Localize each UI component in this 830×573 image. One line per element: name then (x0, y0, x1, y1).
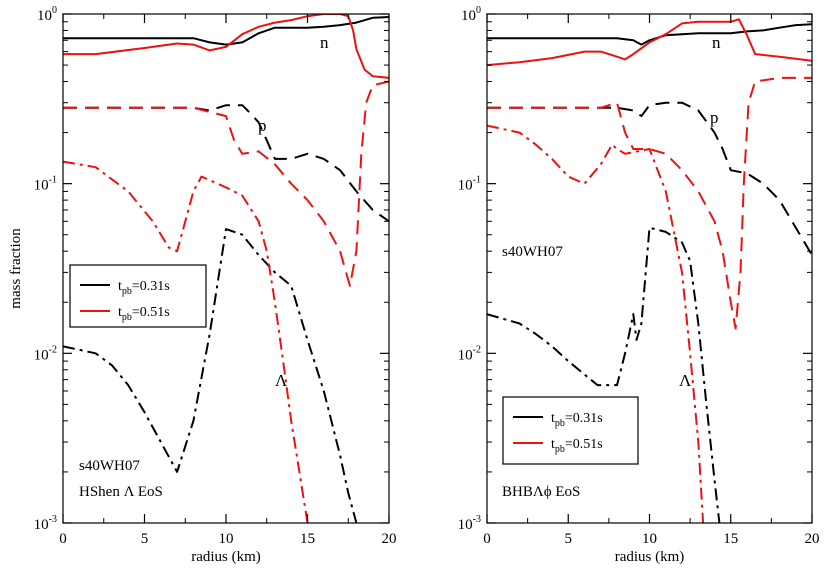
annotation-model: s40WH07 (79, 458, 140, 474)
series-group (487, 18, 812, 523)
x-tick-label: 20 (382, 531, 397, 547)
annotation-eos: HShen Λ EoS (79, 484, 163, 500)
legend-label: tpb=0.31s (551, 411, 603, 429)
series-line-lambda-t-pb-0-31s (63, 228, 358, 523)
x-tick-label: 5 (565, 531, 573, 547)
annotation-eos: BHBΛϕ EoS (502, 484, 580, 500)
y-tick-label: 100 (37, 5, 57, 24)
legend-label: tpb=0.31s (118, 279, 170, 297)
y-tick-label: 10-3 (458, 514, 481, 533)
x-tick-label: 15 (723, 531, 738, 547)
annotation-p: p (258, 116, 267, 135)
x-tick-label: 10 (219, 531, 234, 547)
series-line-lambda-t-pb-0-51s (487, 124, 705, 523)
left-panel: 0 5 10 15 20 100 10-1 10-2 10-3 radius (km) mass f… (8, 5, 397, 565)
series-line-p-t-pb-0-31s (63, 104, 389, 223)
legend-label: tpb=0.51s (118, 305, 170, 323)
y-tick-label: 10-3 (34, 514, 57, 533)
x-tick-label: 15 (300, 531, 315, 547)
series-line-lambda-t-pb-0-31s (487, 226, 721, 523)
legend-box (69, 264, 207, 328)
x-tick-label: 0 (59, 531, 67, 547)
y-tick-label: 10-1 (34, 175, 57, 194)
y-tick-label: 100 (461, 5, 481, 24)
series-line-n-t-pb-0-51s (487, 18, 812, 67)
annotation-n: n (712, 33, 721, 52)
x-axis-label: radius (km) (191, 549, 261, 565)
x-tick-label: 0 (483, 531, 491, 547)
annotation-n: n (320, 33, 329, 52)
x-tick-label: 20 (805, 531, 820, 547)
y-axis-label: mass fraction (8, 228, 24, 309)
y-tick-label: 10-2 (34, 344, 57, 363)
series-line-lambda-t-pb-0-51s (63, 160, 309, 523)
series-line-n-t-pb-0-31s (487, 23, 812, 46)
right-panel: 0 5 10 15 20 100 10-1 10-2 10-3 radius (km) n p Λs40… (458, 5, 820, 565)
legend-label: tpb=0.51s (551, 437, 603, 455)
x-axis-label: radius (km) (615, 549, 685, 565)
annotation-lambda: Λ (679, 371, 692, 390)
legend-box (502, 396, 639, 465)
series-line-p-t-pb-0-51s (487, 76, 812, 330)
annotation-p: p (710, 108, 719, 127)
annotation-lambda: Λ (275, 371, 288, 390)
series-line-p-t-pb-0-31s (487, 101, 812, 256)
series-group (63, 14, 389, 523)
series-line-p-t-pb-0-51s (63, 80, 389, 287)
annotation-model: s40WH07 (502, 244, 563, 260)
x-tick-label: 10 (642, 531, 657, 547)
x-tick-label: 5 (141, 531, 149, 547)
y-tick-label: 10-2 (458, 344, 481, 363)
series-line-n-t-pb-0-51s (63, 14, 389, 79)
y-tick-label: 10-1 (458, 175, 481, 194)
